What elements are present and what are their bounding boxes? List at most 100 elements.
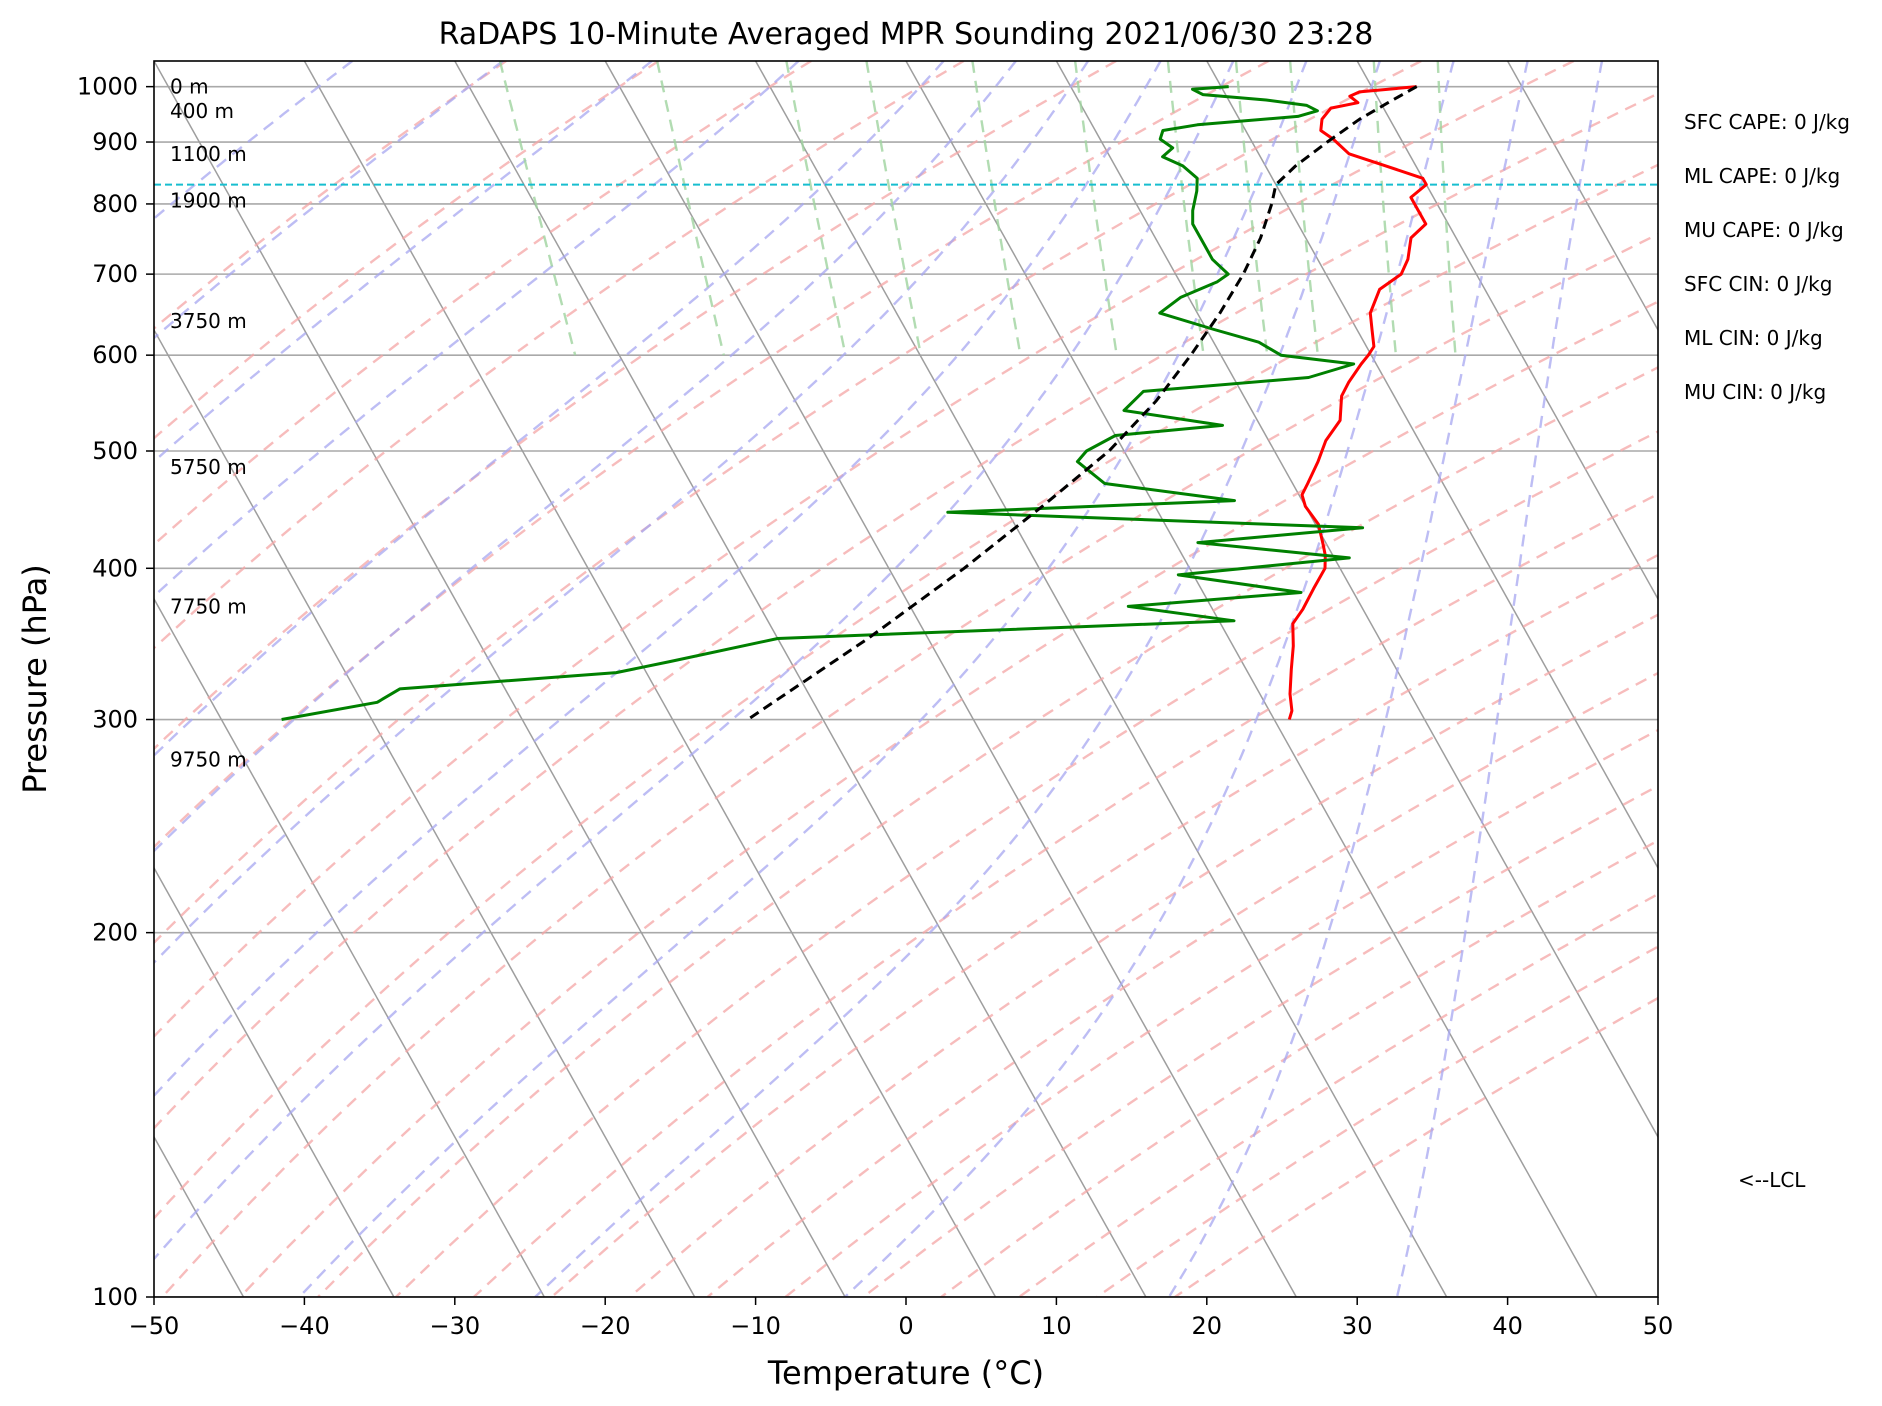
mixing-ratio-line bbox=[1166, 61, 1205, 356]
mixing-ratio-line bbox=[971, 61, 1022, 356]
x-tick-label: −30 bbox=[429, 1312, 480, 1340]
dry-adiabat-line bbox=[862, 784, 1658, 1297]
pressure-gridlines bbox=[154, 85, 1658, 1297]
x-tick-label: 20 bbox=[1192, 1312, 1223, 1340]
index-label: ML CAPE: 0 J/kg bbox=[1684, 164, 1840, 188]
dry-adiabat-line bbox=[706, 671, 1658, 1297]
x-tick-label: 40 bbox=[1492, 1312, 1523, 1340]
profile-lines bbox=[154, 85, 1658, 721]
dry-adiabat-line bbox=[239, 300, 1658, 1297]
mixing-ratio-line bbox=[498, 61, 577, 356]
moist-adiabat-line bbox=[154, 61, 1235, 1261]
mixing-ratio-line bbox=[1234, 61, 1269, 356]
y-tick-label: 100 bbox=[92, 1283, 138, 1311]
dry-adiabat-line bbox=[154, 61, 965, 650]
isotherm-line bbox=[1506, 61, 1658, 332]
isotherm-line bbox=[1356, 61, 1658, 601]
moist-adiabat-line bbox=[1395, 61, 1604, 1297]
dry-adiabat-line bbox=[1174, 996, 1658, 1297]
dry-adiabat-line bbox=[472, 492, 1658, 1297]
height-label: 9750 m bbox=[170, 748, 247, 772]
x-tick-label: −50 bbox=[129, 1312, 180, 1340]
isotherm-line bbox=[1657, 61, 1658, 63]
x-tick-label: −20 bbox=[580, 1312, 631, 1340]
height-label: 1100 m bbox=[170, 142, 247, 166]
dry-adiabat-line bbox=[1018, 892, 1658, 1297]
index-label: SFC CAPE: 0 J/kg bbox=[1684, 110, 1850, 134]
moist-adiabat-line bbox=[154, 61, 1017, 853]
moist-adiabat-line bbox=[534, 61, 1381, 1297]
height-label: 1900 m bbox=[170, 189, 247, 213]
dry-adiabat-line bbox=[154, 61, 507, 330]
dry-adiabat-line bbox=[154, 163, 1658, 1220]
temperature-profile-line bbox=[1287, 85, 1428, 720]
background-gridlines bbox=[154, 61, 1658, 1297]
mixing-ratio-line bbox=[1288, 61, 1319, 356]
moist-adiabat-line bbox=[298, 61, 1308, 1297]
y-axis-label: Pressure (hPa) bbox=[16, 564, 54, 794]
y-tick-label: 600 bbox=[92, 341, 138, 369]
x-tick-label: −40 bbox=[279, 1312, 330, 1340]
mixing-ratio-line bbox=[1073, 61, 1118, 356]
y-tick-label: 700 bbox=[92, 260, 138, 288]
moist-adiabat-line bbox=[844, 61, 1455, 1297]
dry-adiabat-line bbox=[154, 61, 1575, 1039]
x-tick-label: −10 bbox=[730, 1312, 781, 1340]
dry-adiabat-line bbox=[154, 92, 1658, 1130]
moist-adiabat-line bbox=[154, 61, 800, 598]
isotherm-line bbox=[154, 61, 846, 1297]
mixing-ratio-line bbox=[865, 61, 923, 356]
dewpoint-profile-line bbox=[281, 85, 1365, 721]
dry-adiabat-line bbox=[161, 232, 1658, 1297]
y-tick-label: 800 bbox=[92, 190, 138, 218]
index-label: SFC CIN: 0 J/kg bbox=[1684, 272, 1832, 296]
dry-adiabat-line bbox=[154, 61, 1422, 945]
mixing-ratio-line bbox=[1436, 61, 1457, 356]
dry-adiabat-line bbox=[154, 61, 812, 547]
x-tick-label: 30 bbox=[1342, 1312, 1373, 1340]
parcel-profile-line bbox=[746, 85, 1418, 721]
lcl-label: <--LCL bbox=[1738, 1168, 1806, 1192]
moist-adiabat-line bbox=[154, 61, 504, 340]
dry-adiabat-line bbox=[550, 553, 1658, 1297]
dry-adiabat-line bbox=[395, 430, 1658, 1297]
height-label: 0 m bbox=[170, 75, 209, 99]
height-label: 5750 m bbox=[170, 455, 247, 479]
chart-title: RaDAPS 10-Minute Averaged MPR Sounding 2… bbox=[439, 17, 1374, 52]
mixing-ratio-line bbox=[785, 61, 847, 356]
dry-adiabat-line bbox=[628, 613, 1658, 1297]
y-tick-label: 900 bbox=[92, 128, 138, 156]
dry-adiabat-line bbox=[784, 728, 1658, 1297]
mixing-ratio-line bbox=[1372, 61, 1398, 356]
index-label: MU CIN: 0 J/kg bbox=[1684, 380, 1826, 404]
dry-adiabat-line bbox=[1096, 945, 1658, 1297]
isotherm-line bbox=[454, 61, 1147, 1297]
y-tick-label: 400 bbox=[92, 554, 138, 582]
plot-frame bbox=[153, 60, 1659, 1298]
y-axis-ticks: 100 200 300 400 500 600 700 800 900 1000 bbox=[77, 73, 154, 1311]
isotherm-line bbox=[154, 597, 545, 1297]
isotherm-line bbox=[154, 866, 395, 1297]
moist-adiabat-line bbox=[154, 61, 1162, 1098]
dry-adiabat-line bbox=[317, 366, 1658, 1297]
y-tick-label: 300 bbox=[92, 706, 138, 734]
isotherm-line bbox=[303, 61, 997, 1297]
moist-adiabat-line bbox=[1167, 61, 1529, 1297]
y-tick-label: 200 bbox=[92, 919, 138, 947]
height-label: 3750 m bbox=[170, 309, 247, 333]
isotherm-line bbox=[1055, 61, 1658, 1139]
stability-indices: SFC CAPE: 0 J/kg ML CAPE: 0 J/kg MU CAPE: … bbox=[1684, 110, 1850, 404]
height-label: 7750 m bbox=[170, 594, 247, 618]
moist-adiabat-line bbox=[154, 61, 1090, 965]
isotherm-line bbox=[905, 61, 1598, 1297]
dry-adiabat-line bbox=[154, 61, 1270, 849]
isotherm-line bbox=[604, 61, 1297, 1297]
x-axis-label: Temperature (°C) bbox=[767, 1354, 1044, 1392]
mixing-ratio-line bbox=[655, 61, 725, 356]
y-tick-label: 1000 bbox=[77, 73, 138, 101]
moist-adiabat-line bbox=[154, 61, 653, 463]
height-label: 400 m bbox=[170, 99, 234, 123]
moist-adiabat-line bbox=[154, 61, 945, 758]
y-tick-label: 500 bbox=[92, 437, 138, 465]
